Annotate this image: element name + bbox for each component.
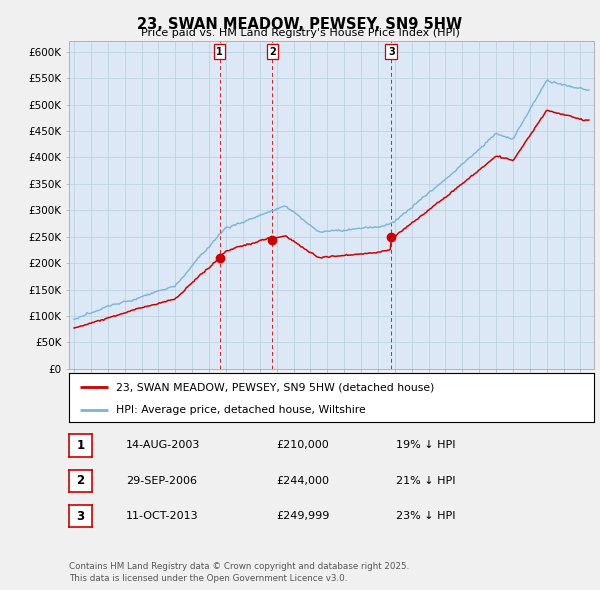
Text: £244,000: £244,000 <box>276 476 329 486</box>
Text: £210,000: £210,000 <box>276 441 329 450</box>
Text: 29-SEP-2006: 29-SEP-2006 <box>126 476 197 486</box>
Text: Contains HM Land Registry data © Crown copyright and database right 2025.
This d: Contains HM Land Registry data © Crown c… <box>69 562 409 583</box>
Text: 1: 1 <box>216 47 223 57</box>
Text: 23% ↓ HPI: 23% ↓ HPI <box>396 512 455 521</box>
Text: 23, SWAN MEADOW, PEWSEY, SN9 5HW: 23, SWAN MEADOW, PEWSEY, SN9 5HW <box>137 17 463 31</box>
Text: 21% ↓ HPI: 21% ↓ HPI <box>396 476 455 486</box>
Text: 2: 2 <box>269 47 276 57</box>
Text: £249,999: £249,999 <box>276 512 329 521</box>
Text: 3: 3 <box>388 47 395 57</box>
Text: 23, SWAN MEADOW, PEWSEY, SN9 5HW (detached house): 23, SWAN MEADOW, PEWSEY, SN9 5HW (detach… <box>116 382 434 392</box>
Text: 14-AUG-2003: 14-AUG-2003 <box>126 441 200 450</box>
Text: 2: 2 <box>76 474 85 487</box>
Text: 19% ↓ HPI: 19% ↓ HPI <box>396 441 455 450</box>
Text: HPI: Average price, detached house, Wiltshire: HPI: Average price, detached house, Wilt… <box>116 405 366 415</box>
Text: 3: 3 <box>76 510 85 523</box>
Text: 11-OCT-2013: 11-OCT-2013 <box>126 512 199 521</box>
Text: 1: 1 <box>76 439 85 452</box>
Text: Price paid vs. HM Land Registry's House Price Index (HPI): Price paid vs. HM Land Registry's House … <box>140 28 460 38</box>
